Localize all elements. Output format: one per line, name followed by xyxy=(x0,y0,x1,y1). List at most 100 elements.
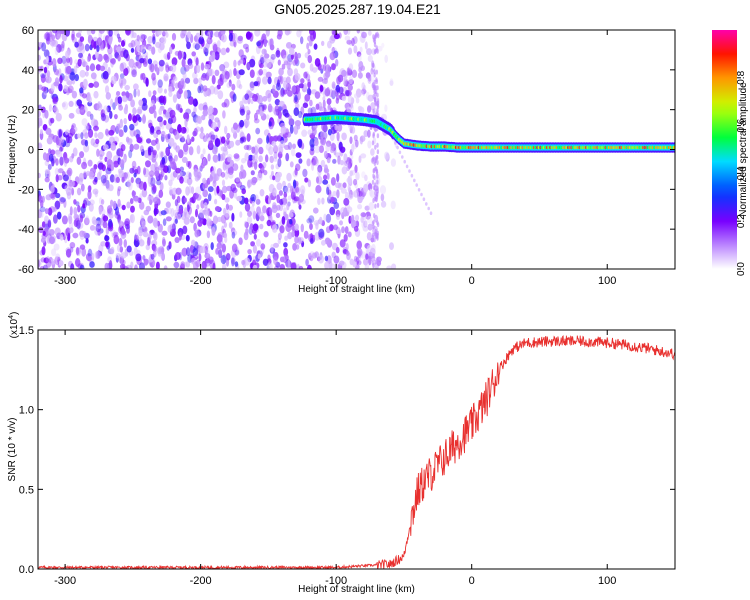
noise-speck xyxy=(38,209,43,219)
y-tick-label: 20 xyxy=(22,105,34,117)
noise-speck xyxy=(233,68,237,76)
noise-speck xyxy=(73,65,78,75)
noise-speck xyxy=(239,119,245,128)
noise-speck xyxy=(313,43,318,50)
noise-speck xyxy=(71,153,75,159)
noise-speck xyxy=(51,34,55,41)
noise-speck xyxy=(55,174,59,183)
noise-speck xyxy=(363,258,369,266)
noise-speck xyxy=(43,33,48,40)
noise-speck xyxy=(43,66,48,74)
noise-speck xyxy=(125,30,132,36)
noise-speck xyxy=(40,65,44,72)
noise-speck xyxy=(244,93,249,100)
noise-speck xyxy=(347,84,353,91)
noise-speck xyxy=(156,179,162,186)
noise-speck xyxy=(367,76,372,84)
colorbar-tick-label: 0.6 xyxy=(736,118,747,132)
noise-speck xyxy=(210,242,214,251)
noise-speck xyxy=(38,172,41,179)
noise-speck xyxy=(147,215,154,224)
noise-speck xyxy=(63,59,70,67)
noise-speck xyxy=(298,158,303,164)
noise-speck xyxy=(373,42,377,48)
noise-speck xyxy=(96,45,100,52)
noise-speck xyxy=(294,94,298,103)
noise-speck xyxy=(81,231,87,236)
noise-speck xyxy=(296,124,301,130)
noise-speck xyxy=(361,31,367,39)
noise-speck xyxy=(45,36,51,45)
noise-speck xyxy=(357,204,363,210)
noise-speck xyxy=(239,184,246,191)
noise-speck xyxy=(79,151,85,159)
noise-speck xyxy=(373,213,376,219)
noise-speck xyxy=(157,164,164,171)
noise-speck xyxy=(153,208,159,215)
noise-speck xyxy=(87,185,92,193)
noise-speck xyxy=(254,112,258,121)
noise-speck xyxy=(278,67,284,76)
noise-speck xyxy=(376,48,379,54)
noise-speck xyxy=(266,207,273,217)
noise-speck xyxy=(376,179,379,185)
noise-speck xyxy=(222,262,227,269)
noise-speck xyxy=(182,225,188,235)
noise-speck xyxy=(108,212,114,219)
noise-speck xyxy=(178,251,183,261)
noise-speck xyxy=(40,199,44,208)
noise-speck xyxy=(99,65,106,72)
noise-speck xyxy=(374,144,377,150)
noise-speck xyxy=(202,135,208,143)
noise-speck xyxy=(332,190,337,197)
noise-speck xyxy=(287,259,291,269)
noise-speck xyxy=(56,139,62,147)
noise-speck xyxy=(186,134,190,143)
noise-speck xyxy=(246,179,253,188)
noise-speck xyxy=(41,42,47,52)
noise-speck xyxy=(157,85,163,94)
noise-speck xyxy=(367,55,373,62)
noise-speck xyxy=(329,263,336,269)
noise-speck xyxy=(282,185,288,193)
noise-speck xyxy=(298,204,302,210)
noise-speck xyxy=(102,215,109,222)
noise-speck xyxy=(393,141,397,145)
noise-speck xyxy=(119,159,125,168)
noise-speck xyxy=(160,123,165,130)
noise-speck xyxy=(56,33,62,39)
noise-speck xyxy=(203,88,209,97)
noise-speck xyxy=(134,196,140,203)
noise-speck xyxy=(231,231,236,239)
noise-speck xyxy=(280,49,287,59)
noise-speck xyxy=(138,236,143,244)
noise-speck xyxy=(199,132,206,140)
noise-speck xyxy=(203,46,207,55)
noise-speck xyxy=(170,79,175,88)
page-title: GN05.2025.287.19.04.E21 xyxy=(274,1,441,17)
noise-speck xyxy=(374,166,378,172)
noise-speck xyxy=(83,144,90,153)
noise-speck xyxy=(351,37,355,47)
noise-speck xyxy=(174,199,178,207)
noise-speck xyxy=(71,180,75,187)
noise-speck xyxy=(65,227,71,237)
noise-speck xyxy=(260,243,266,250)
noise-speck xyxy=(150,139,157,146)
noise-speck xyxy=(186,41,191,50)
noise-speck xyxy=(342,182,347,189)
noise-speck xyxy=(287,90,293,97)
noise-speck xyxy=(60,234,64,241)
noise-speck xyxy=(138,239,145,247)
noise-speck xyxy=(71,30,75,39)
noise-speck xyxy=(158,108,163,116)
noise-speck xyxy=(79,69,86,78)
noise-speck xyxy=(367,30,372,36)
noise-speck xyxy=(145,55,149,65)
noise-speck xyxy=(206,230,211,239)
noise-speck xyxy=(87,190,92,200)
noise-speck xyxy=(307,55,313,64)
noise-speck xyxy=(255,44,261,55)
noise-speck xyxy=(255,198,261,205)
noise-speck xyxy=(185,186,190,196)
